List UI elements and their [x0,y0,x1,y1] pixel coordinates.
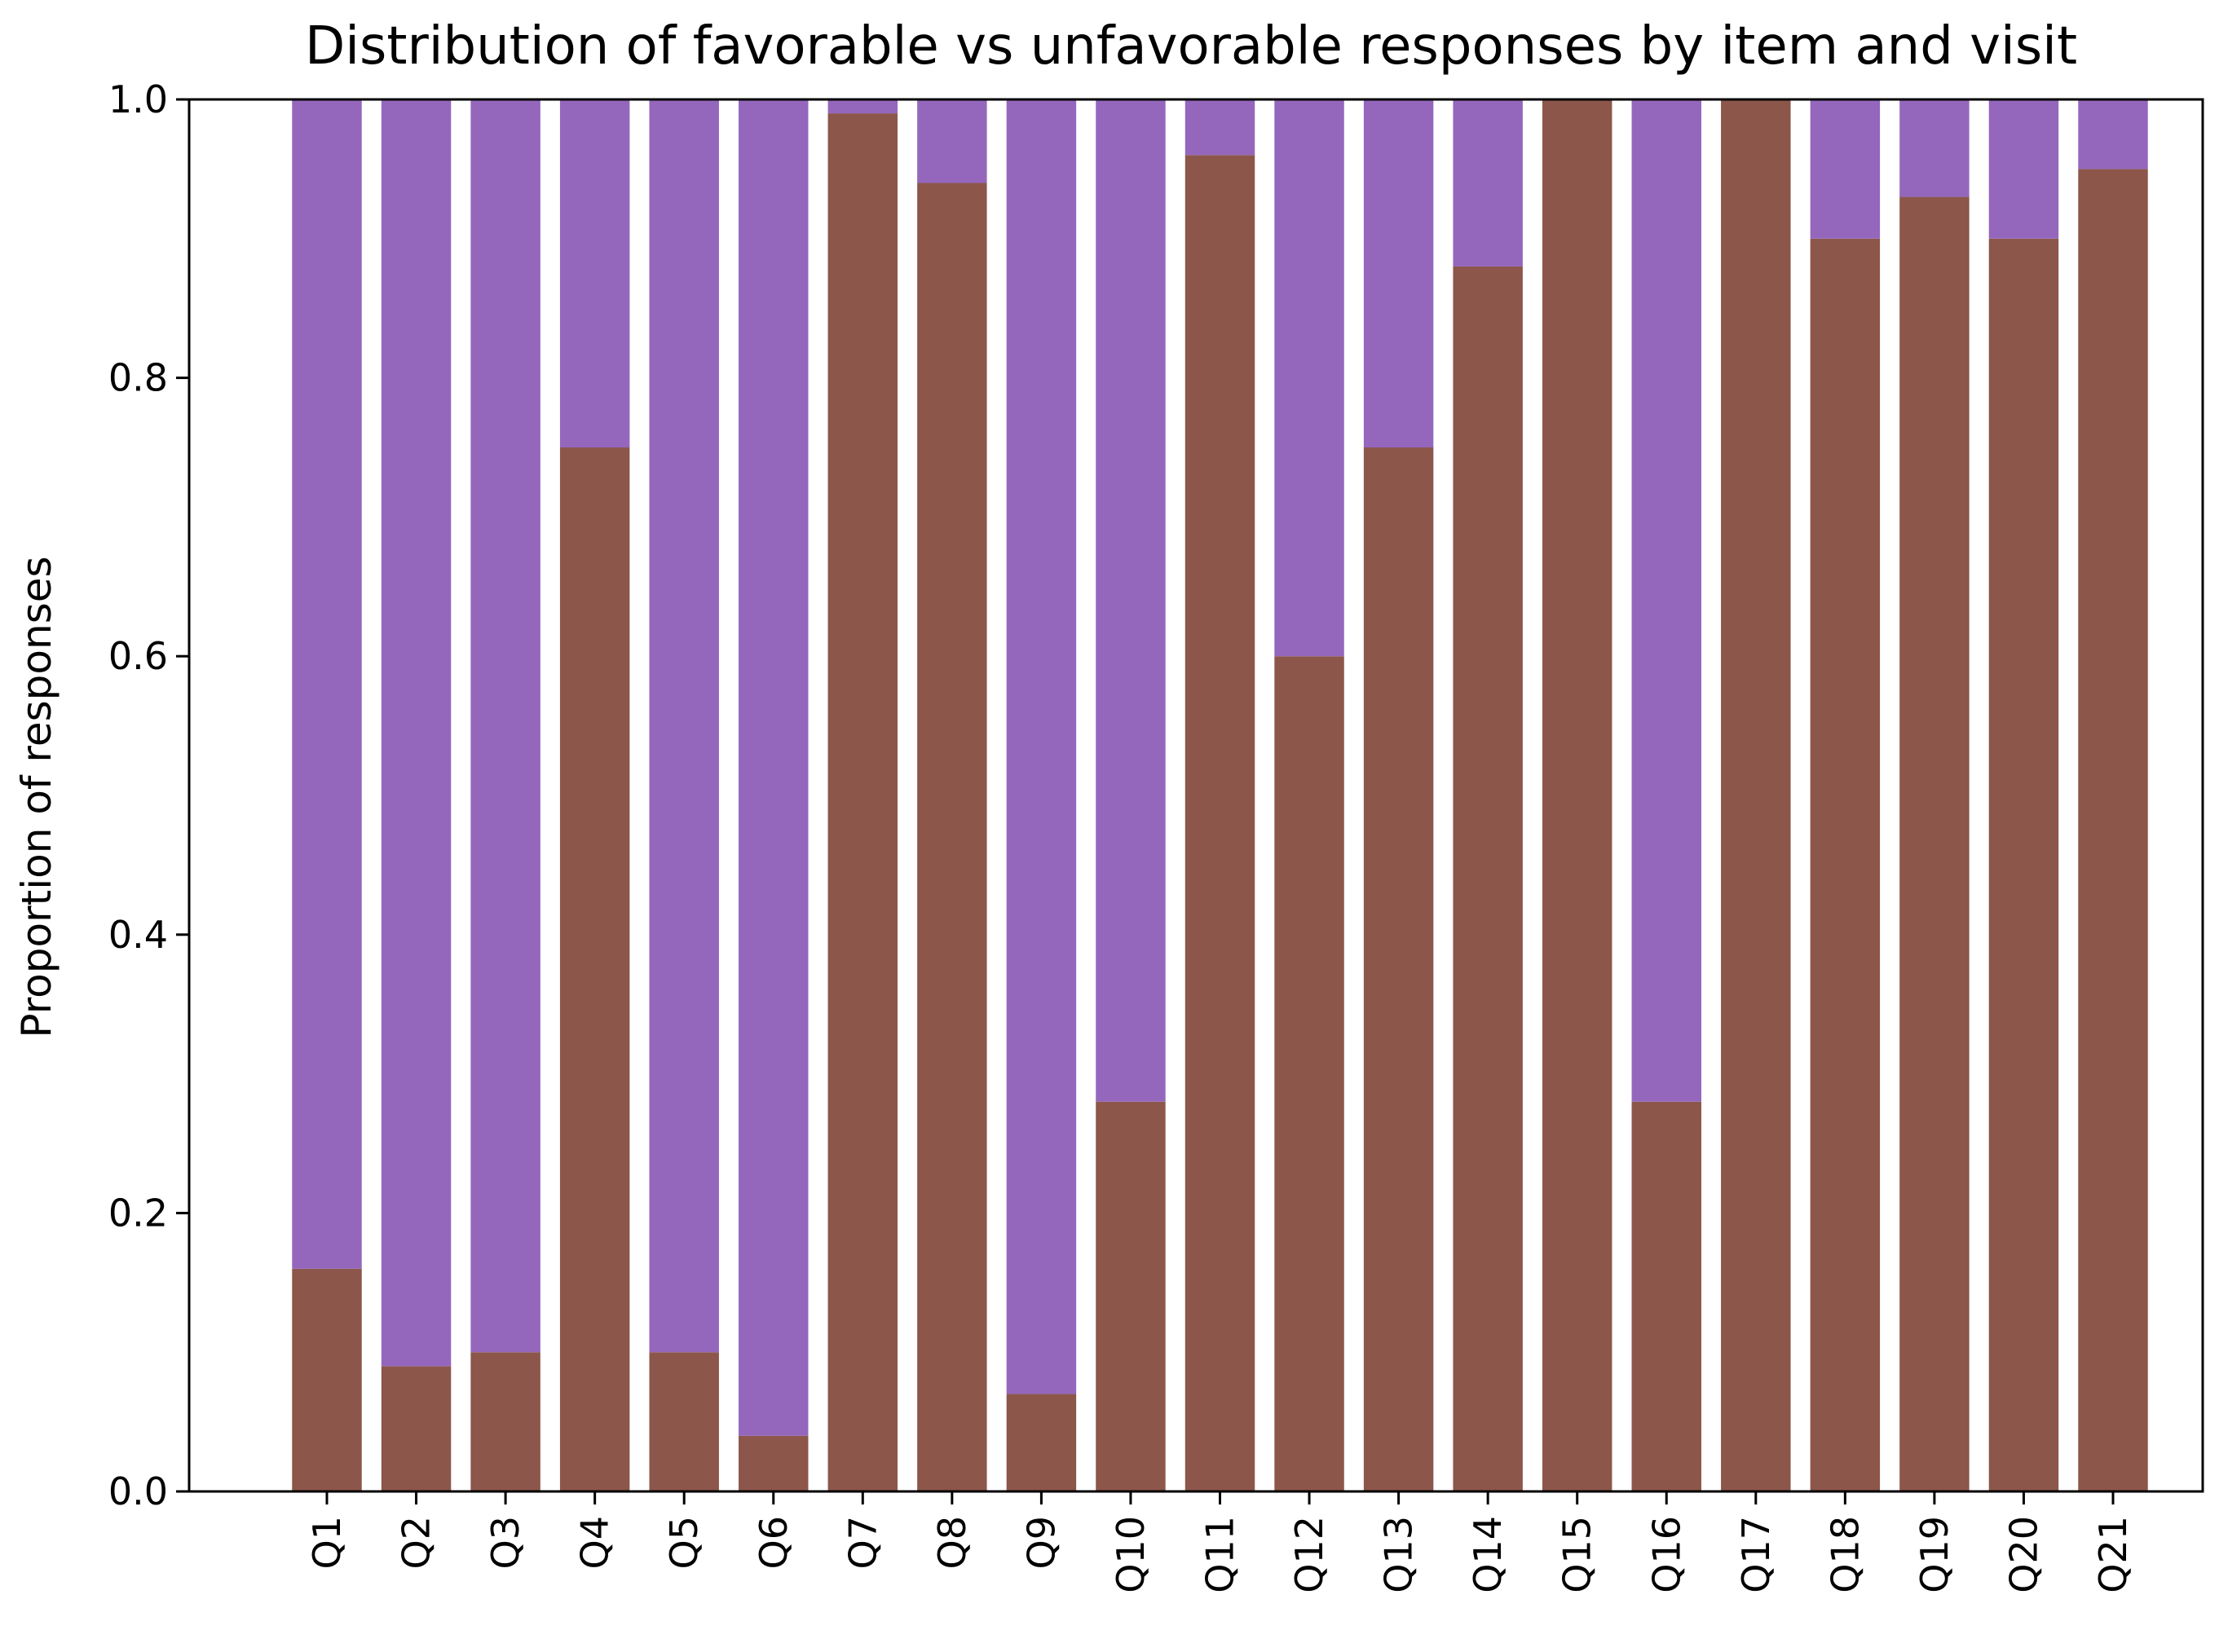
chart-title: Distribution of favorable vs unfavorable… [305,16,2077,77]
bar-q2-segment-2 [381,99,452,1367]
x-tick-label-q10: Q10 [1109,1516,1153,1593]
bar-q16-segment-2 [1631,99,1701,1102]
bar-q20-segment-1 [1988,238,2059,1491]
bar-q1-segment-1 [292,1268,362,1491]
bar-q15-segment-1 [1542,99,1612,1491]
bar-q14-segment-2 [1453,99,1523,267]
x-tick-label-q16: Q16 [1644,1516,1688,1593]
x-tick-label-q20: Q20 [2001,1516,2045,1593]
bar-q7-segment-1 [827,113,898,1492]
bar-q20-segment-2 [1988,99,2059,239]
bar-q12-segment-1 [1274,656,1344,1492]
bar-q7-segment-2 [827,99,898,114]
bar-q18-segment-2 [1810,99,1881,239]
bar-q6-segment-1 [739,1435,809,1491]
bar-q2-segment-1 [381,1366,452,1491]
x-tick-label-q7: Q7 [840,1516,885,1569]
x-tick-label-q5: Q5 [662,1516,706,1569]
bar-q11-segment-2 [1184,99,1255,156]
y-tick-label: 1.0 [108,77,168,121]
bar-q5-segment-1 [649,1352,719,1491]
x-tick-label-q8: Q8 [930,1516,974,1569]
bar-q5-segment-2 [649,99,719,1353]
y-tick-label: 0.4 [108,913,168,957]
bar-q13-segment-2 [1363,99,1434,447]
y-tick-label: 0.8 [108,356,168,400]
bar-q17-segment-1 [1721,99,1791,1491]
bar-q21-segment-2 [2078,99,2148,170]
x-tick-label-q6: Q6 [752,1516,796,1569]
x-tick-label-q14: Q14 [1466,1516,1510,1593]
x-tick-label-q2: Q2 [395,1516,439,1569]
bar-q10-segment-1 [1096,1101,1166,1491]
bar-q9-segment-1 [1006,1394,1077,1491]
bar-q21-segment-1 [2078,169,2148,1491]
bar-q4-segment-2 [559,99,630,447]
x-tick-label-q3: Q3 [483,1516,527,1569]
bar-q13-segment-1 [1363,447,1434,1491]
x-tick-label-q19: Q19 [1912,1516,1957,1593]
bar-q8-segment-1 [917,183,987,1492]
bar-q10-segment-2 [1096,99,1166,1102]
axes-frame [187,98,2204,1493]
bar-q6-segment-2 [739,99,809,1436]
y-tick-label: 0.6 [108,634,168,678]
x-tick-label-q1: Q1 [305,1516,349,1569]
y-axis-label: Proportion of responses [13,556,60,1037]
bar-q11-segment-1 [1184,155,1255,1491]
bar-q18-segment-1 [1810,238,1881,1491]
bar-q12-segment-2 [1274,99,1344,657]
bar-q1-segment-2 [292,99,362,1269]
bar-q3-segment-1 [470,1352,540,1491]
x-tick-label-q18: Q18 [1823,1516,1867,1593]
x-tick-label-q12: Q12 [1287,1516,1331,1593]
bar-q19-segment-2 [1899,99,1970,197]
y-tick-label: 0.2 [108,1191,168,1235]
x-tick-label-q17: Q17 [1734,1516,1778,1593]
bar-q16-segment-1 [1631,1101,1701,1491]
bar-q9-segment-2 [1006,99,1077,1394]
bar-q14-segment-1 [1453,266,1523,1492]
plot-area: 0.0 0.2 0.4 0.6 0.8 1.0 Q1 Q2 Q3 Q4 Q5 Q6 Q7 Q8 Q9 Q10 Q… [108,77,2204,1593]
bar-q4-segment-1 [559,447,630,1491]
x-tick-label-q11: Q11 [1198,1516,1242,1593]
x-tick-label-q9: Q9 [1019,1516,1063,1569]
bar-q3-segment-2 [470,99,540,1353]
x-tick-label-q21: Q21 [2091,1516,2135,1593]
bar-q8-segment-2 [917,99,987,183]
x-tick-label-q15: Q15 [1555,1516,1599,1593]
x-tick-label-q13: Q13 [1377,1516,1421,1593]
bar-q19-segment-1 [1899,196,1970,1491]
y-tick-label: 0.0 [108,1469,168,1513]
x-tick-label-q4: Q4 [573,1516,617,1569]
